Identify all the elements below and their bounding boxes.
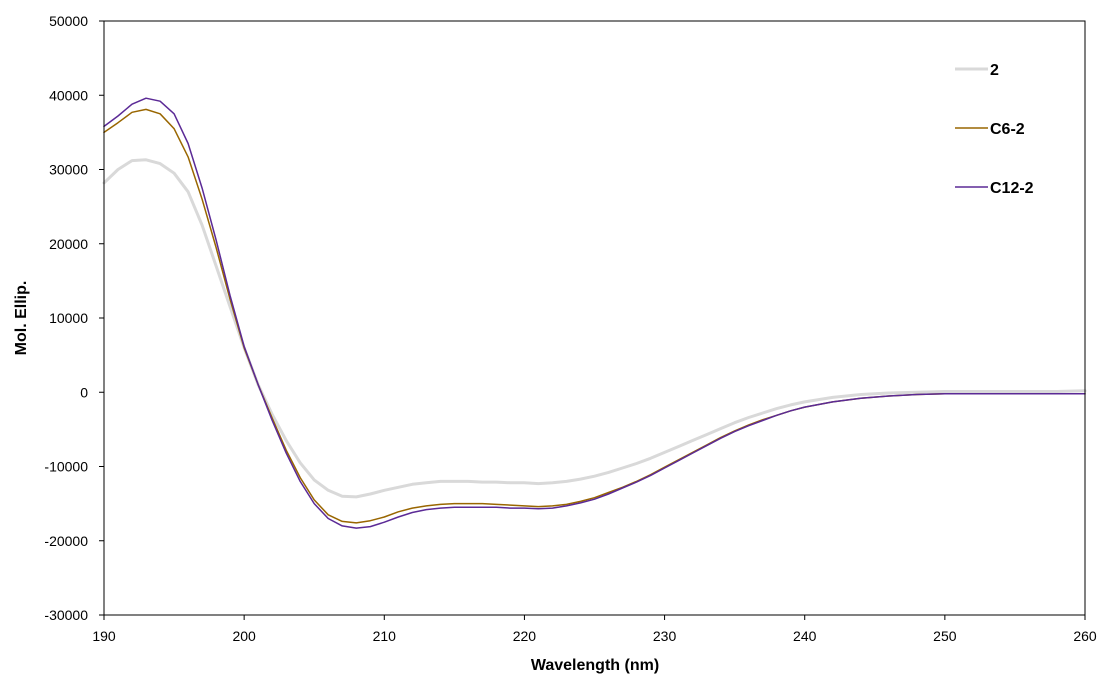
legend-label: C12-2: [990, 180, 1034, 197]
x-tick-label: 260: [1073, 628, 1097, 644]
y-tick-label: 10000: [49, 310, 88, 326]
y-axis-title: Mol. Ellip.: [13, 281, 30, 356]
x-tick-label: 200: [232, 628, 256, 644]
series-layer: [102, 97, 1087, 529]
series-line-c6-2: [103, 108, 1086, 524]
x-tick-label: 230: [653, 628, 677, 644]
x-tick-label: 240: [793, 628, 817, 644]
axes-layer: [103, 20, 1086, 616]
ticks-layer: 50000 40000 30000 20000 10000 0 -10000 -20000 -3…: [44, 13, 1096, 644]
legend-label: C6-2: [990, 121, 1025, 138]
y-tick-label: 20000: [49, 236, 88, 252]
x-tick-label: 190: [92, 628, 116, 644]
y-tick-label: -20000: [44, 533, 88, 549]
x-tick-label: 250: [933, 628, 957, 644]
y-tick-label: 0: [80, 384, 88, 400]
x-tick-label: 210: [373, 628, 397, 644]
x-tick-label: 220: [513, 628, 537, 644]
y-tick-label: 40000: [49, 87, 88, 103]
plot-frame: [103, 20, 1086, 616]
x-axis-title: Wavelength (nm): [531, 657, 659, 674]
series-line-c12-2: [103, 97, 1086, 529]
y-tick-label: 30000: [49, 162, 88, 178]
y-tick-label: -30000: [44, 607, 88, 623]
legend: 2 C6-2 C12-2: [955, 62, 1034, 197]
legend-label: 2: [990, 62, 999, 79]
series-line-2: [102, 158, 1087, 499]
y-tick-label: 50000: [49, 13, 88, 29]
y-tick-label: -10000: [44, 459, 88, 475]
